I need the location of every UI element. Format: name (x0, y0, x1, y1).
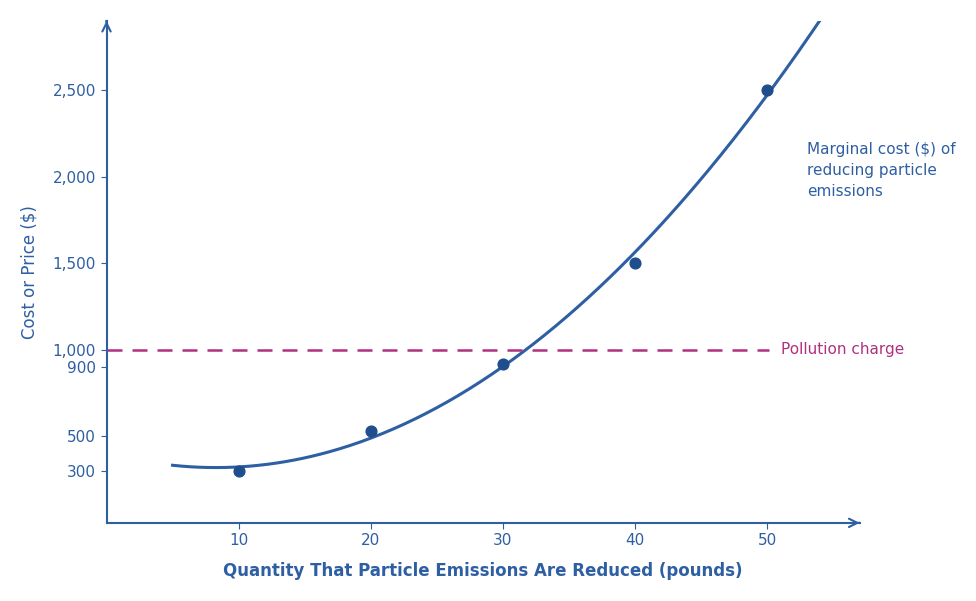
Point (759, 85, 775, 95)
Text: Marginal cost ($) of
reducing particle
emissions: Marginal cost ($) of reducing particle e… (807, 142, 956, 199)
Point (363, 426, 379, 436)
Point (495, 359, 510, 368)
X-axis label: Quantity That Particle Emissions Are Reduced (pounds): Quantity That Particle Emissions Are Red… (224, 562, 743, 580)
Text: Pollution charge: Pollution charge (781, 342, 904, 357)
Point (628, 258, 643, 268)
Y-axis label: Cost or Price ($): Cost or Price ($) (20, 205, 39, 339)
Point (231, 466, 247, 476)
